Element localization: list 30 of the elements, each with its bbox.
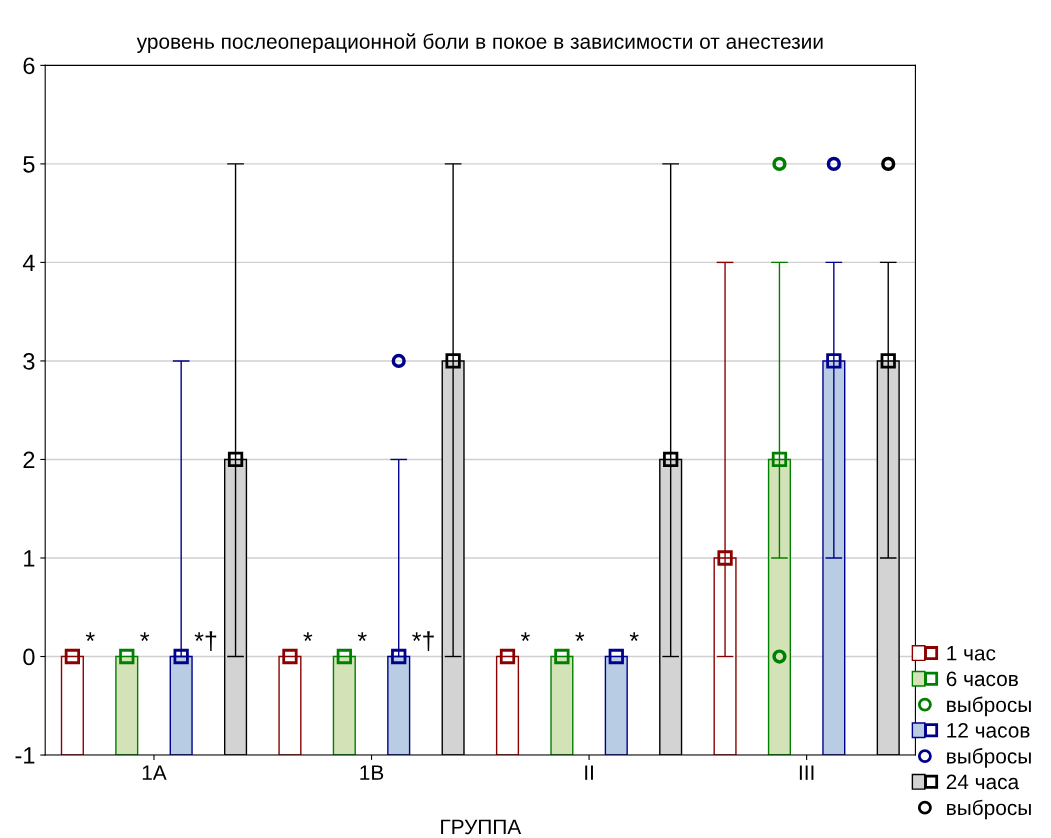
y-tick-label: 2 [23, 451, 35, 469]
legend-label: 6 часов [946, 671, 1018, 687]
chart-title: уровень послеоперационной боли в покое в зависимости от анестезии [136, 33, 823, 54]
y-tick-label: 4 [22, 254, 35, 271]
y-tick-label: 1 [24, 550, 35, 567]
data-label: * [575, 632, 585, 641]
y-tick-label: -1 [15, 747, 35, 764]
y-tick-label: 0 [23, 648, 35, 666]
legend-label: выбросы [947, 748, 1031, 768]
data-label: *† [194, 631, 217, 652]
y-tick-label: 3 [23, 353, 35, 370]
data-label: * [85, 632, 95, 641]
data-label: * [140, 632, 150, 641]
x-tick-label: II [585, 765, 593, 780]
legend-label: 1 час [947, 646, 996, 661]
data-label: * [357, 632, 367, 641]
legend-label: 12 часов [947, 723, 1030, 738]
legend-label: 24 часа [946, 774, 1020, 790]
x-tick-label: 1A [142, 765, 167, 780]
data-label: * [303, 632, 313, 641]
legend-label: выбросы [947, 799, 1031, 820]
data-label: * [520, 632, 530, 641]
x-tick-label: 1B [360, 765, 384, 780]
data-label: *† [412, 631, 434, 652]
x-axis-title: ГРУППА [441, 819, 522, 835]
y-tick-label: 6 [23, 57, 35, 75]
y-tick-label: 5 [23, 156, 35, 173]
data-label: * [629, 632, 639, 641]
legend-label: выбросы [947, 696, 1031, 717]
x-tick-label: III [799, 765, 814, 780]
